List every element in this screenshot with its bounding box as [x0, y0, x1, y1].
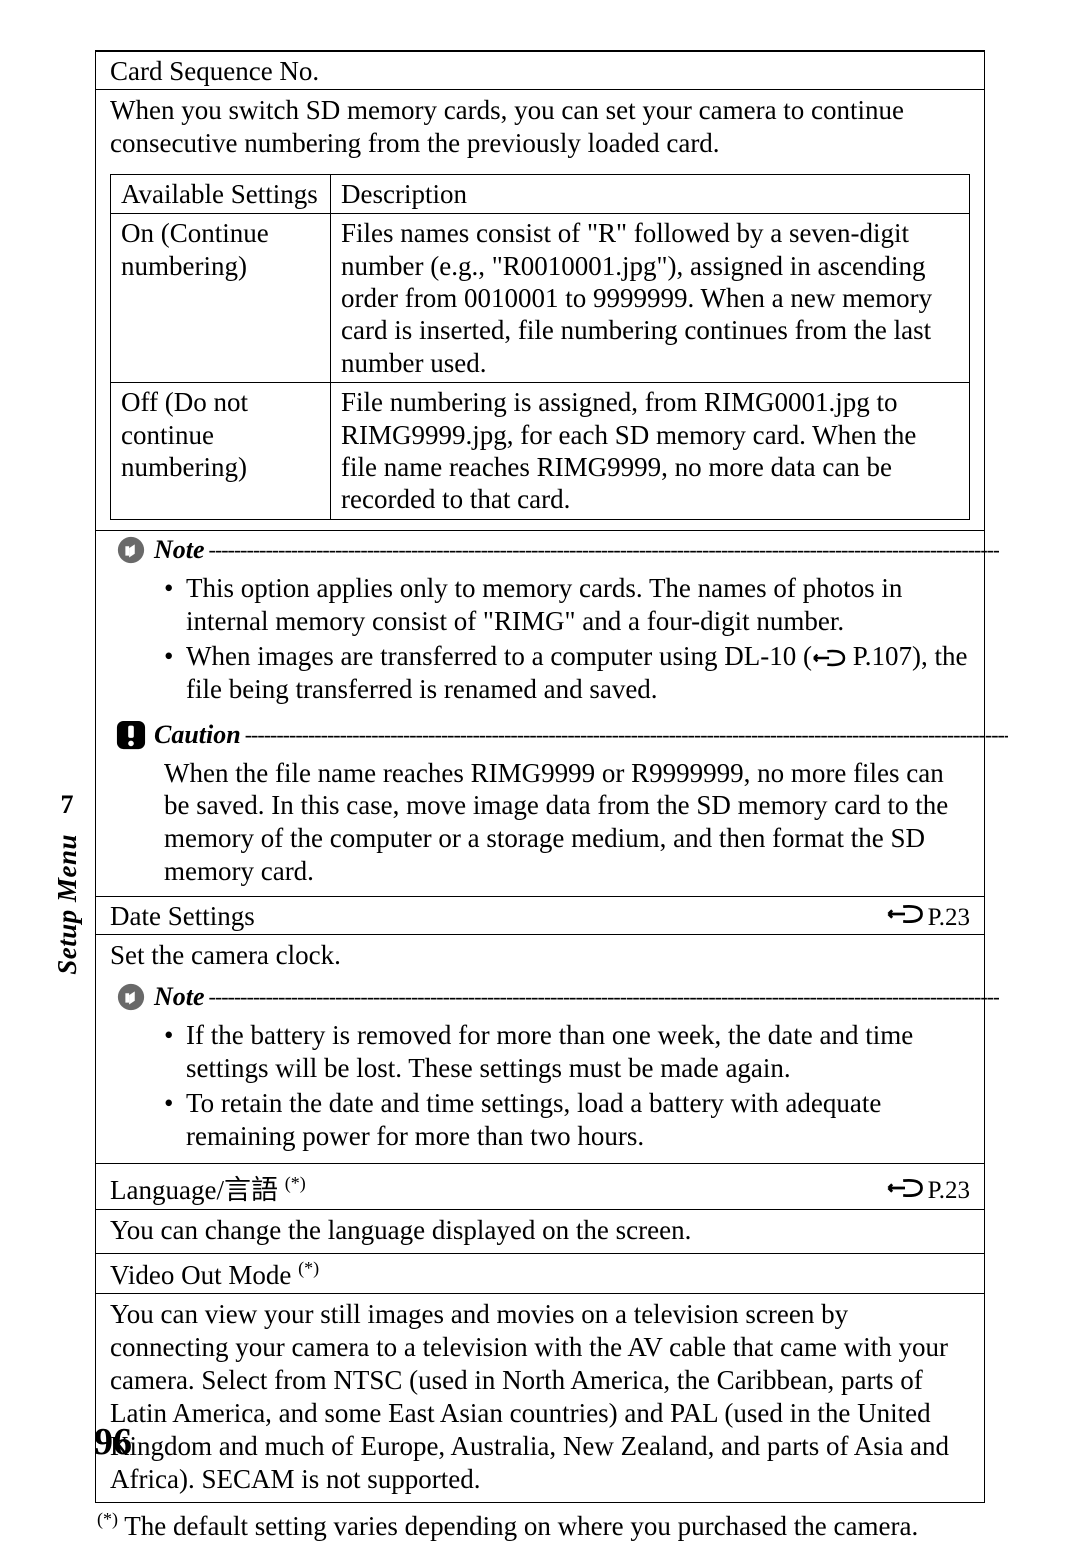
- note-list: If the battery is removed for more than …: [96, 1017, 984, 1164]
- caution-callout: Caution --------------------------------…: [96, 716, 984, 755]
- setting-cell: On (Continue numbering): [111, 214, 331, 383]
- caution-head: Caution --------------------------------…: [154, 720, 1008, 750]
- note-item: When images are transferred to a compute…: [164, 640, 970, 706]
- note-item: This option applies only to memory cards…: [164, 572, 970, 638]
- footnote: (*) The default setting varies depending…: [95, 1503, 985, 1542]
- language-title-text: Language/言語: [110, 1175, 285, 1205]
- date-settings-title-row: Date Settings P.23: [96, 897, 984, 935]
- pointer-icon: [886, 903, 924, 932]
- table-header-row: Available Settings Description: [111, 174, 970, 213]
- note-item-text-a: When images are transferred to a compute…: [186, 641, 812, 671]
- note-item: If the battery is removed for more than …: [164, 1019, 970, 1085]
- caution-label: Caution: [154, 720, 241, 750]
- note-head: Note -----------------------------------…: [154, 982, 999, 1012]
- note-callout: Note -----------------------------------…: [96, 978, 984, 1017]
- video-body: You can view your still images and movie…: [96, 1294, 984, 1503]
- pointer-icon: [886, 1177, 924, 1206]
- page-ref-text: P.23: [928, 1177, 970, 1205]
- table-header-setting: Available Settings: [111, 174, 331, 213]
- note-label: Note: [154, 535, 205, 565]
- content-frame: Card Sequence No. When you switch SD mem…: [95, 50, 985, 1503]
- section-label: Setup Menu: [52, 834, 83, 975]
- card-sequence-intro: When you switch SD memory cards, you can…: [96, 90, 984, 166]
- settings-table: Available Settings Description On (Conti…: [110, 174, 970, 520]
- language-title-row: Language/言語 (*) P.23: [96, 1164, 984, 1210]
- note-list: This option applies only to memory cards…: [96, 570, 984, 716]
- caution-icon: [116, 720, 154, 755]
- asterisk: (*): [298, 1258, 319, 1278]
- manual-page: Card Sequence No. When you switch SD mem…: [0, 0, 1080, 1522]
- table-row: On (Continue numbering) Files names cons…: [111, 214, 970, 383]
- pointer-icon: [812, 648, 846, 668]
- setting-cell: Off (Do not continue numbering): [111, 383, 331, 520]
- note-head: Note -----------------------------------…: [154, 535, 999, 565]
- note-icon: [116, 535, 154, 570]
- page-reference: P.23: [886, 903, 970, 932]
- video-title-text: Video Out Mode: [110, 1260, 298, 1290]
- page-number: 96: [94, 1420, 132, 1464]
- note-label: Note: [154, 982, 205, 1012]
- table-header-desc: Description: [331, 174, 970, 213]
- date-settings-title: Date Settings: [110, 901, 255, 932]
- caution-text: When the file name reaches RIMG9999 or R…: [96, 755, 984, 898]
- page-ref-text: P.23: [928, 904, 970, 932]
- asterisk: (*): [285, 1173, 306, 1193]
- video-title-row: Video Out Mode (*): [96, 1254, 984, 1294]
- date-settings-body: Set the camera clock.: [96, 935, 984, 978]
- note-item: To retain the date and time settings, lo…: [164, 1087, 970, 1153]
- dash-line: ----------------------------------------…: [205, 984, 1000, 1010]
- table-row: Off (Do not continue numbering) File num…: [111, 383, 970, 520]
- desc-cell: File numbering is assigned, from RIMG000…: [331, 383, 970, 520]
- desc-cell: Files names consist of "R" followed by a…: [331, 214, 970, 383]
- video-title: Video Out Mode (*): [110, 1258, 319, 1291]
- page-reference: P.23: [886, 1177, 970, 1206]
- footnote-mark: (*): [97, 1509, 118, 1529]
- note-icon: [116, 982, 154, 1017]
- chapter-number: 7: [61, 790, 74, 820]
- card-sequence-title: Card Sequence No.: [96, 50, 984, 90]
- footnote-text: The default setting varies depending on …: [118, 1511, 918, 1541]
- note-callout: Note -----------------------------------…: [96, 531, 984, 570]
- sidebar: 7 Setup Menu: [36, 790, 98, 975]
- language-title: Language/言語 (*): [110, 1168, 306, 1207]
- language-body: You can change the language displayed on…: [96, 1210, 984, 1254]
- dash-line: ----------------------------------------…: [205, 537, 1000, 563]
- dash-line: ----------------------------------------…: [241, 722, 1008, 748]
